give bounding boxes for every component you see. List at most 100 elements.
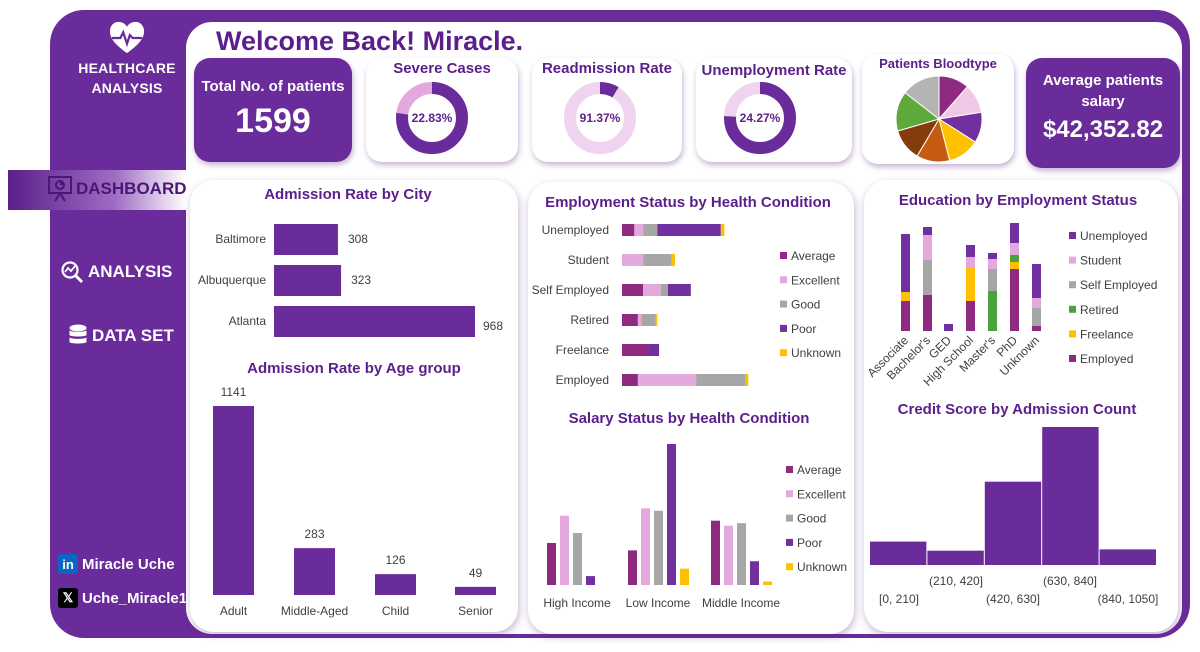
severe-cases-value: 22.83%	[412, 111, 453, 125]
tick-label-salary: High Income	[543, 596, 611, 610]
bar-segment-employment	[657, 224, 721, 236]
bar-salary	[737, 523, 746, 585]
tick-label-city: Albuquerque	[198, 273, 266, 287]
legend-swatch-salary	[786, 563, 793, 571]
tick-label-age: Senior	[458, 604, 493, 618]
kpi-total-patients-title: Total No. of patients	[201, 78, 345, 95]
kpi-average-salary: Average patients salary $42,352.82	[1026, 58, 1180, 168]
bar-credit	[984, 481, 1042, 565]
chart-title-salary: Salary Status by Health Condition	[568, 410, 810, 427]
bar-segment-education	[923, 235, 932, 260]
kpi-severe-cases-title: Severe Cases	[393, 60, 491, 77]
data-label-city: 308	[348, 232, 368, 246]
bar-salary	[641, 508, 650, 585]
legend-swatch-education	[1069, 305, 1076, 313]
bar-city	[274, 224, 338, 255]
bar-credit	[927, 550, 984, 565]
bar-salary	[654, 510, 663, 585]
legend-swatch-employment	[780, 324, 787, 332]
legend-swatch-salary	[786, 538, 793, 546]
chart-title-city: Admission Rate by City	[264, 186, 432, 203]
readmission-donut: 91.37%	[564, 82, 636, 154]
bar-credit	[870, 541, 927, 565]
legend-swatch-education	[1069, 281, 1076, 289]
kpi-total-patients-value: 1599	[235, 102, 311, 140]
x-link[interactable]: 𝕏 Uche_Miracle1	[58, 588, 187, 608]
bar-age	[455, 586, 496, 595]
legend-swatch-employment	[780, 252, 787, 259]
heart-pulse-icon	[109, 21, 145, 54]
tick-label-age: Adult	[220, 604, 248, 618]
bar-segment-employment	[643, 224, 658, 236]
bar-segment-employment	[660, 284, 668, 296]
nav-data-set[interactable]: DATA SET	[68, 324, 174, 348]
tick-label-credit: [0, 210]	[879, 592, 919, 606]
data-label-city: 968	[483, 319, 503, 333]
kpi-readmission-title: Readmission Rate	[541, 60, 673, 77]
bar-city	[274, 306, 475, 337]
magnifier-chart-icon	[61, 261, 84, 284]
data-label-age: 126	[385, 553, 405, 567]
nav-dashboard[interactable]: DASHBOARD	[48, 176, 187, 202]
bar-segment-education	[988, 269, 997, 291]
bar-segment-employment	[637, 374, 697, 386]
kpi-salary-title-line1: Average patients	[1042, 72, 1164, 89]
bar-segment-education	[1010, 269, 1019, 331]
severe-cases-donut: 22.83%	[396, 82, 468, 154]
kpi-salary-title: Average patients salary	[1026, 70, 1180, 112]
legend-swatch-salary	[786, 490, 793, 498]
bar-segment-education	[966, 267, 975, 301]
donut-value-arc	[564, 82, 636, 154]
data-label-age: 283	[304, 527, 324, 541]
bar-segment-education	[1010, 243, 1019, 255]
bar-salary	[667, 444, 676, 585]
kpi-bloodtype: Patients Bloodtype	[862, 54, 1014, 164]
bar-salary	[573, 533, 582, 585]
linkedin-link[interactable]: in Miracle Uche	[58, 554, 175, 574]
tick-label-credit: (630, 840]	[1043, 574, 1097, 588]
bar-segment-education	[988, 253, 997, 259]
bar-age	[294, 548, 335, 595]
bar-segment-employment	[634, 224, 644, 236]
bar-segment-employment	[622, 374, 638, 386]
legend-label-salary: Average	[797, 463, 842, 477]
legend-label-education: Retired	[1080, 303, 1119, 317]
readmission-value: 91.37%	[580, 111, 621, 125]
data-label-city: 323	[351, 273, 371, 287]
legend-label-salary: Excellent	[797, 487, 846, 501]
brand-title: HEALTHCARE ANALYSIS	[62, 58, 192, 98]
legend-label-education: Employed	[1080, 352, 1133, 366]
tick-label-salary: Middle Income	[702, 596, 780, 610]
bar-segment-employment	[622, 224, 635, 236]
welcome-heading: Welcome Back! Miracle.	[216, 26, 524, 56]
tick-label-salary: Low Income	[626, 596, 691, 610]
nav-analysis[interactable]: ANALYSIS	[60, 260, 172, 284]
legend-swatch-education	[1069, 232, 1076, 239]
bar-segment-employment	[622, 284, 644, 296]
bar-salary	[628, 550, 637, 585]
tick-label-credit: (420, 630]	[986, 592, 1040, 606]
legend-label-education: Self Employed	[1080, 278, 1157, 292]
kpi-salary-title-line2: salary	[1081, 93, 1125, 110]
chart-title-age: Admission Rate by Age group	[247, 360, 461, 377]
tick-label-credit: (840, 1050]	[1098, 592, 1159, 606]
bar-salary	[711, 520, 720, 585]
active-nav-highlight	[8, 170, 186, 210]
legend-label-employment: Average	[791, 249, 836, 263]
bar-salary	[680, 568, 689, 585]
donut-value-arc	[396, 82, 468, 154]
bar-segment-education	[1032, 298, 1041, 308]
bar-city	[274, 265, 342, 296]
bar-segment-employment	[622, 254, 644, 266]
kpi-salary-value: $42,352.82	[1042, 116, 1164, 143]
kpi-unemployment-title: Unemployment Rate	[701, 62, 847, 79]
bar-age	[375, 574, 416, 595]
legend-label-salary: Poor	[797, 536, 822, 550]
bar-segment-education	[901, 292, 910, 301]
legend-label-education: Unemployed	[1080, 229, 1147, 243]
presentation-icon	[48, 176, 72, 202]
linkedin-label: Miracle Uche	[82, 555, 175, 573]
brand-line-1: HEALTHCARE	[78, 60, 176, 76]
bar-segment-employment	[745, 374, 749, 386]
